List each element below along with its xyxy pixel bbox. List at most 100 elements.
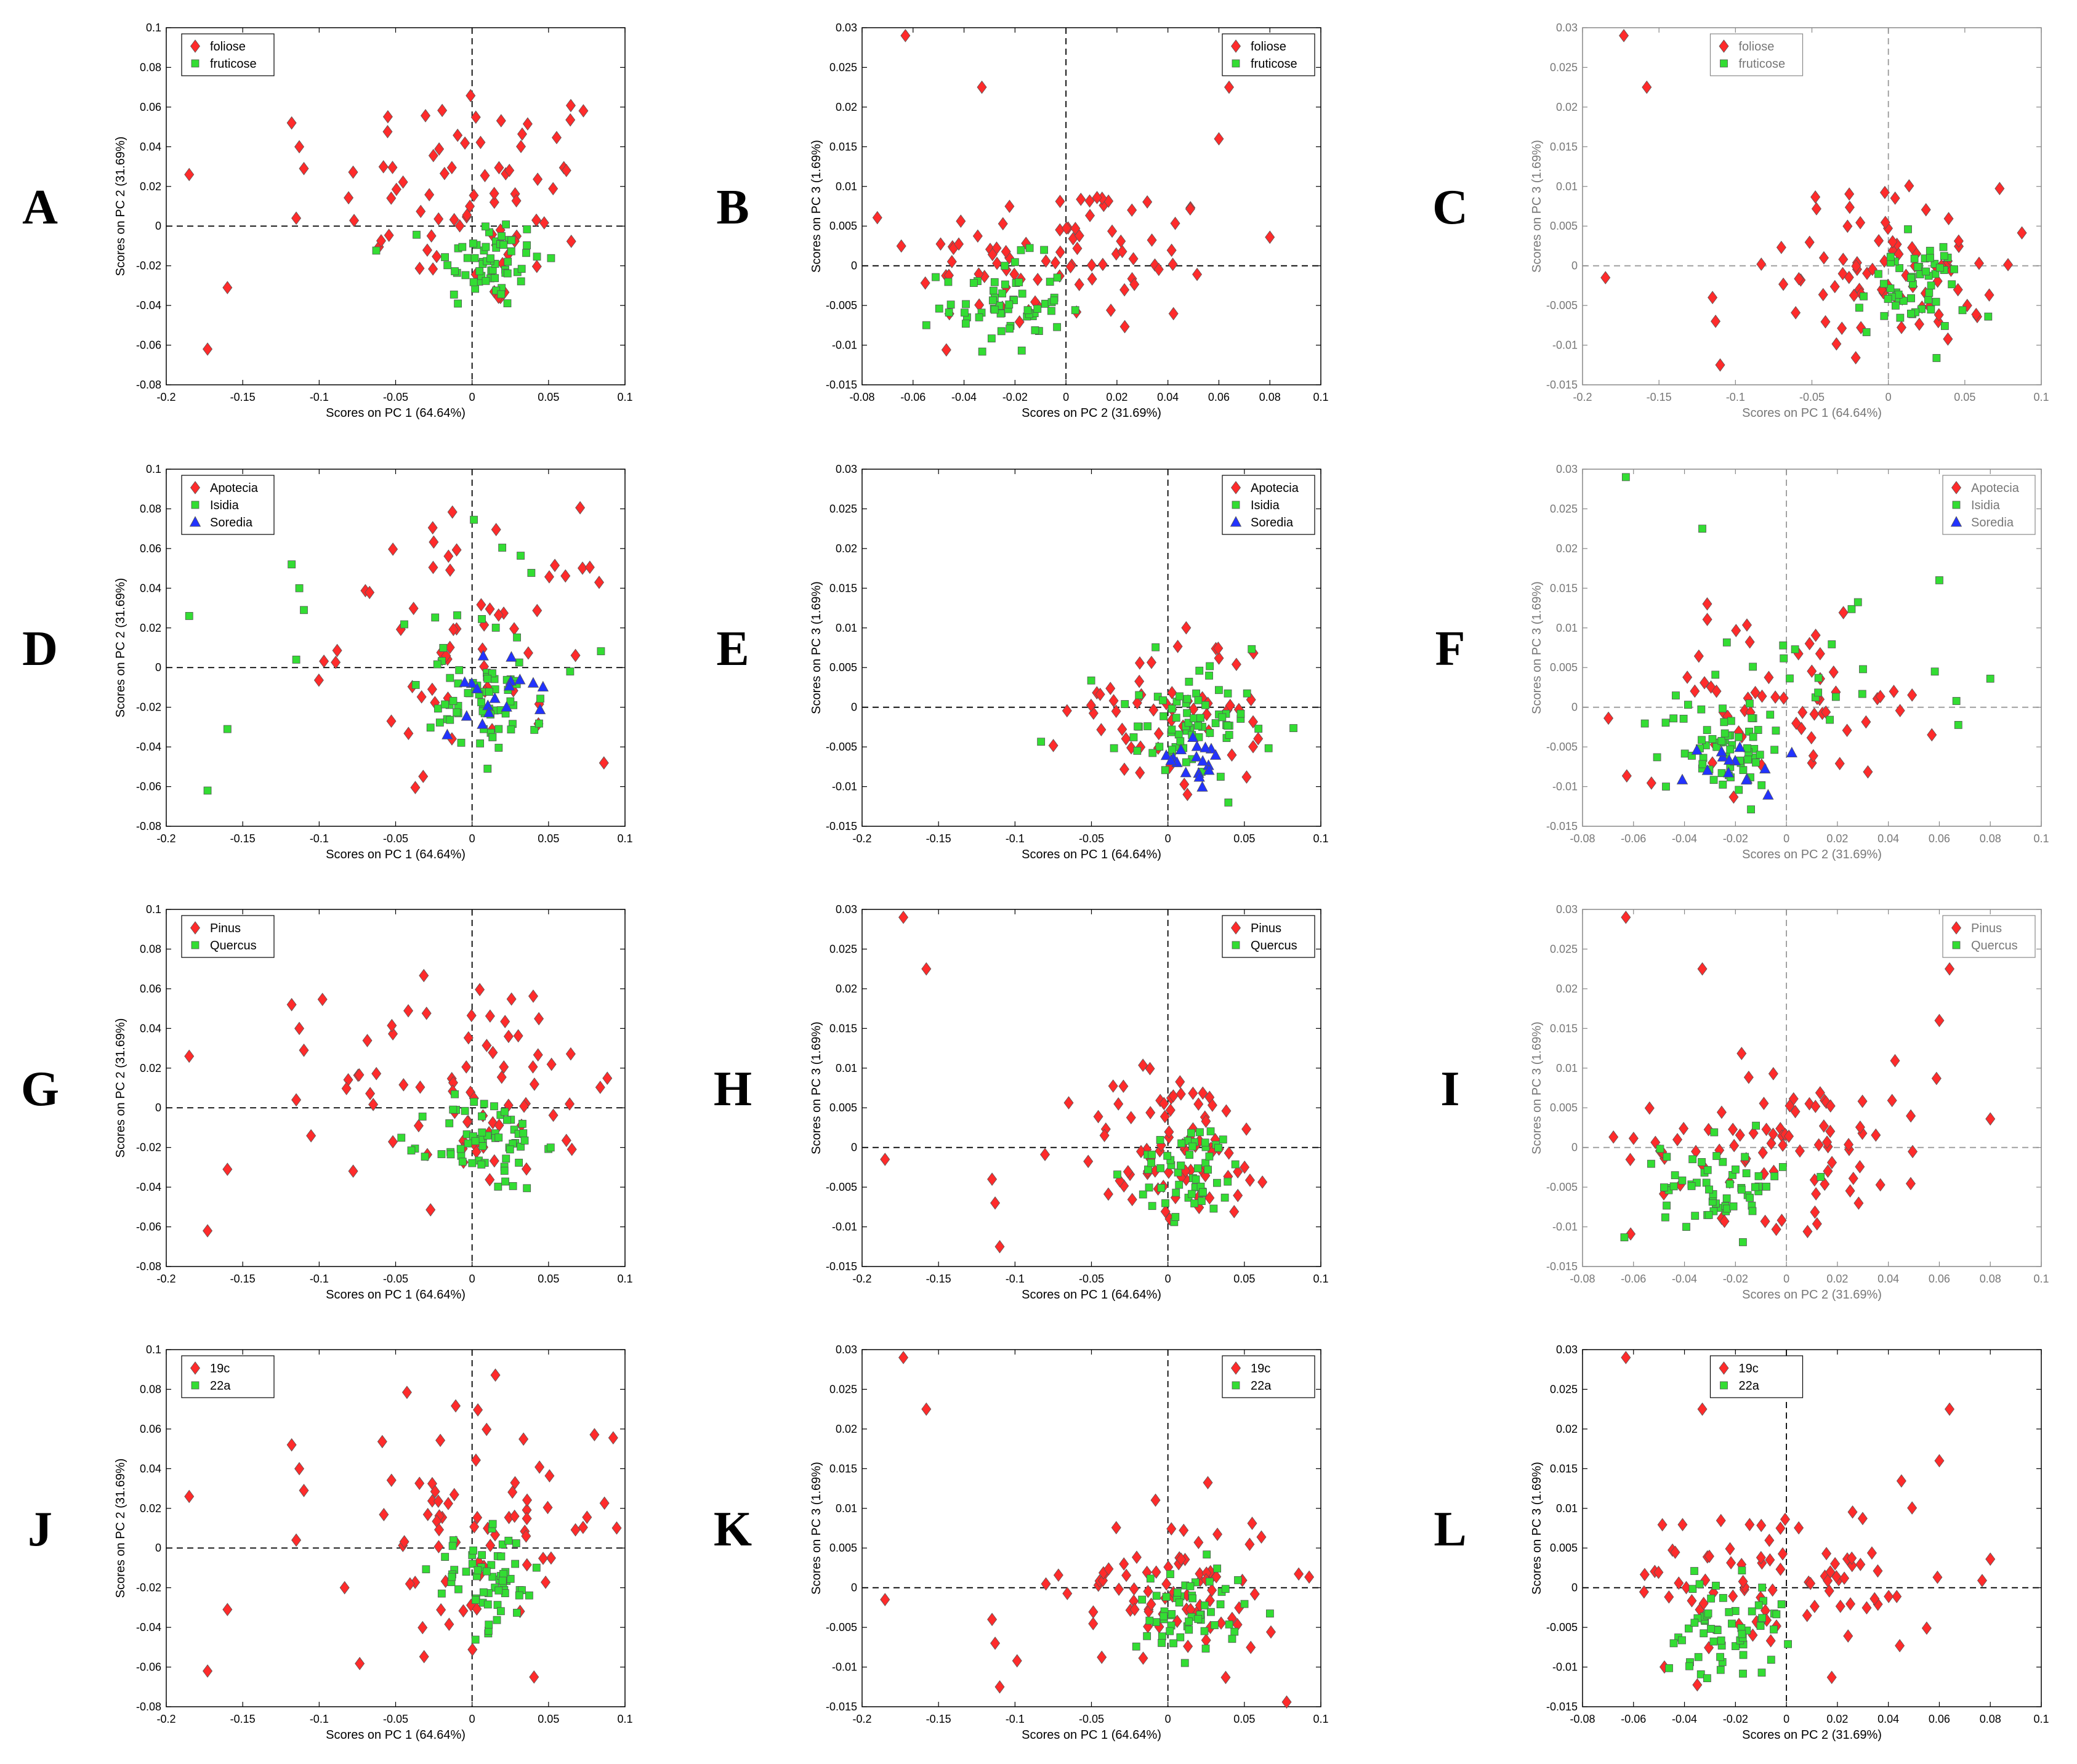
- legend-box: [181, 915, 275, 958]
- y-axis-label: Scores on PC 2 (31.69%): [114, 1459, 127, 1598]
- data-point-apotecia: [1807, 664, 1817, 678]
- data-point-22a: [1216, 1600, 1225, 1609]
- legend-box: [1942, 915, 2036, 958]
- data-point-22a: [1176, 1633, 1185, 1641]
- data-point-apotecia: [332, 643, 342, 658]
- data-point-quercus: [1725, 1180, 1734, 1188]
- data-point-isidia: [1159, 696, 1167, 704]
- x-tick-label: 0.08: [1980, 1273, 2001, 1285]
- data-point-fruticose: [998, 289, 1006, 298]
- data-point-pinus: [1108, 1079, 1118, 1093]
- legend-label: Soredia: [1971, 516, 2014, 530]
- data-point-pinus: [1825, 1099, 1836, 1113]
- legend: Pinus Quercus: [1222, 915, 1315, 958]
- data-point-19c: [1857, 1512, 1868, 1526]
- data-point-isidia: [494, 725, 503, 733]
- data-point-isidia: [1770, 746, 1779, 754]
- data-point-quercus: [1224, 1177, 1232, 1186]
- data-point-apotecia: [1702, 597, 1712, 611]
- legend-marker-icon: [1231, 39, 1241, 53]
- data-point-soredia: [1196, 781, 1208, 792]
- data-point-19c: [1716, 1513, 1726, 1528]
- legend-label: Quercus: [1251, 939, 1297, 952]
- data-point-22a: [1707, 1625, 1715, 1633]
- data-point-19c: [1103, 1562, 1114, 1576]
- data-point-foliose: [1072, 241, 1083, 256]
- x-tick-label: -0.04: [1672, 1273, 1697, 1285]
- data-point-pinus: [203, 1224, 213, 1238]
- y-tick-label: -0.005: [1546, 1621, 1578, 1633]
- data-point-pinus: [413, 1119, 424, 1133]
- data-point-quercus: [1147, 1159, 1156, 1167]
- data-point-22a: [1690, 1567, 1698, 1575]
- data-point-foliose: [203, 342, 213, 356]
- data-point-fruticose: [533, 252, 541, 261]
- data-point-fruticose: [517, 277, 525, 286]
- data-point-quercus: [1729, 1202, 1738, 1210]
- data-point-foliose: [565, 113, 576, 127]
- data-point-foliose: [1791, 306, 1801, 320]
- data-point-pinus: [466, 1009, 477, 1023]
- data-point-fruticose: [507, 247, 515, 256]
- data-point-22a: [1685, 1662, 1693, 1670]
- data-point-22a: [1707, 1594, 1716, 1603]
- data-point-19c: [417, 1621, 428, 1635]
- data-point-22a: [1770, 1625, 1778, 1633]
- data-point-fruticose: [944, 278, 953, 286]
- data-point-pinus: [1626, 1227, 1636, 1241]
- x-tick-label: -0.06: [1621, 832, 1646, 845]
- y-tick-label: 0: [155, 661, 161, 674]
- data-point-pinus: [528, 1060, 538, 1074]
- data-point-isidia: [1826, 715, 1834, 724]
- data-point-pinus: [1761, 1122, 1772, 1137]
- data-point-fruticose: [481, 222, 490, 231]
- data-point-pinus: [291, 1093, 302, 1107]
- y-tick-label: -0.015: [826, 1260, 857, 1273]
- data-point-isidia: [1726, 745, 1735, 754]
- y-tick-label: -0.01: [832, 781, 857, 793]
- data-point-foliose: [1061, 221, 1071, 235]
- legend-label: Soredia: [210, 516, 253, 530]
- data-point-foliose: [454, 219, 465, 233]
- data-point-isidia: [1744, 755, 1752, 764]
- data-point-22a: [1772, 1610, 1781, 1619]
- data-point-19c: [1639, 1585, 1649, 1599]
- data-point-soredia: [1691, 744, 1703, 755]
- data-point-19c: [1207, 1583, 1217, 1597]
- y-tick-label: 0.01: [1556, 1502, 1578, 1515]
- data-point-22a: [1777, 1600, 1786, 1608]
- data-point-foliose: [422, 243, 432, 257]
- data-point-19c: [1884, 1590, 1894, 1603]
- plot-frame: [861, 27, 1321, 385]
- y-tick-label: 0.04: [140, 1462, 161, 1475]
- data-point-foliose: [398, 175, 408, 189]
- data-point-quercus: [1185, 1151, 1194, 1159]
- y-tick-label: 0: [155, 1542, 161, 1554]
- y-tick-label: 0.005: [829, 220, 857, 232]
- data-point-22a: [468, 1560, 477, 1568]
- data-point-apotecia: [1927, 728, 1937, 742]
- data-point-apotecia: [1213, 642, 1224, 655]
- data-point-19c: [1921, 1621, 1932, 1635]
- data-point-fruticose: [1932, 354, 1941, 362]
- data-point-soredia: [1187, 731, 1199, 742]
- y-tick-label: -0.04: [136, 741, 161, 753]
- data-point-22a: [525, 1591, 533, 1600]
- data-point-fruticose: [969, 279, 978, 287]
- data-point-19c: [467, 1643, 478, 1656]
- y-tick-label: -0.015: [1546, 1260, 1578, 1273]
- data-point-soredia: [1175, 743, 1187, 755]
- data-point-quercus: [1682, 1223, 1690, 1231]
- y-tick-label: 0.08: [140, 502, 161, 515]
- data-point-quercus: [494, 1134, 503, 1142]
- data-point-isidia: [1190, 714, 1198, 723]
- data-point-19c: [1802, 1608, 1812, 1622]
- data-point-foliose: [462, 208, 472, 222]
- data-point-soredia: [537, 680, 549, 692]
- data-point-19c: [1098, 1574, 1108, 1587]
- data-point-isidia: [1749, 733, 1757, 741]
- data-point-19c: [430, 1484, 440, 1499]
- data-point-isidia: [1236, 709, 1245, 718]
- x-tick-label: 0.04: [1877, 832, 1899, 845]
- data-point-quercus: [1678, 1176, 1687, 1185]
